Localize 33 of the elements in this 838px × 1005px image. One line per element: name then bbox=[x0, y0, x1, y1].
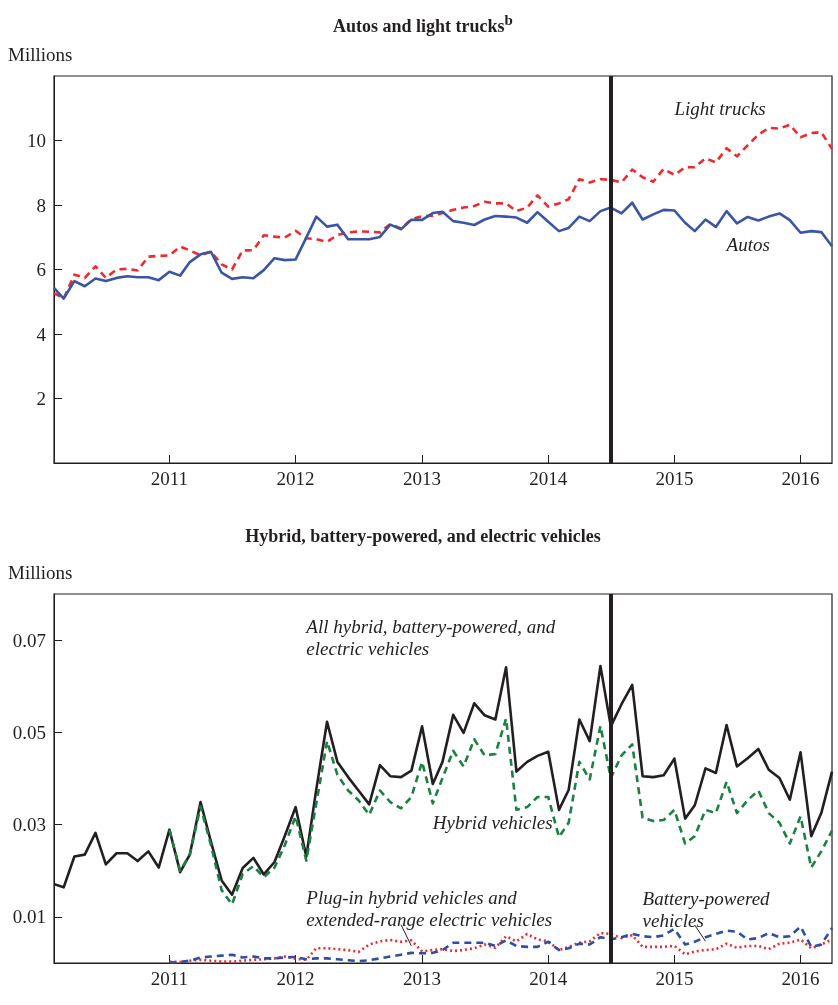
series-label: Light trucks bbox=[673, 97, 766, 119]
y-tick-label: 4 bbox=[36, 323, 47, 345]
series-label: Plug-in hybrid vehicles and extended-range electric vehicles bbox=[305, 887, 553, 931]
x-tick-label: 2011 bbox=[150, 468, 189, 489]
text: All hybrid, battery-powered, and electric vehicles bbox=[304, 616, 560, 660]
y-axis-title: Millions bbox=[8, 562, 73, 583]
x-tick-label: 2013 bbox=[403, 968, 442, 989]
series-label: Autos bbox=[724, 233, 770, 255]
y-tick-label: 0.01 bbox=[12, 906, 46, 928]
x-tick-label: 2014 bbox=[529, 468, 568, 489]
line-series bbox=[52, 201, 834, 300]
y-tick-label: 0.05 bbox=[12, 721, 46, 743]
chart-title: Hybrid, battery-powered, and electric vehicles bbox=[244, 525, 602, 548]
x-tick-label: 2012 bbox=[276, 968, 315, 989]
chart-title: Autos and light trucks$^{b}$ bbox=[332, 11, 514, 38]
series-label: Battery-powered vehicles bbox=[642, 887, 775, 931]
x-tick-label: 2016 bbox=[781, 468, 820, 489]
y-tick-label: 0.03 bbox=[12, 814, 46, 836]
x-tick-label: 2015 bbox=[655, 468, 694, 489]
y-tick-label: 0.07 bbox=[12, 629, 46, 651]
y-tick-label: 8 bbox=[36, 194, 46, 216]
x-tick-label: 2016 bbox=[781, 968, 820, 989]
x-tick-label: 2012 bbox=[276, 468, 315, 489]
y-tick-label: 10 bbox=[27, 130, 46, 151]
line-series bbox=[52, 123, 834, 300]
x-tick-label: 2015 bbox=[655, 968, 694, 989]
x-tick-label: 2011 bbox=[150, 968, 189, 989]
x-tick-label: 2013 bbox=[403, 468, 442, 489]
y-tick-label: 2 bbox=[36, 388, 46, 409]
x-tick-label: 2014 bbox=[529, 968, 568, 989]
y-tick-label: 6 bbox=[36, 259, 46, 280]
series-label: Hybrid vehicles bbox=[431, 812, 553, 834]
y-axis-title: Millions bbox=[8, 44, 73, 65]
